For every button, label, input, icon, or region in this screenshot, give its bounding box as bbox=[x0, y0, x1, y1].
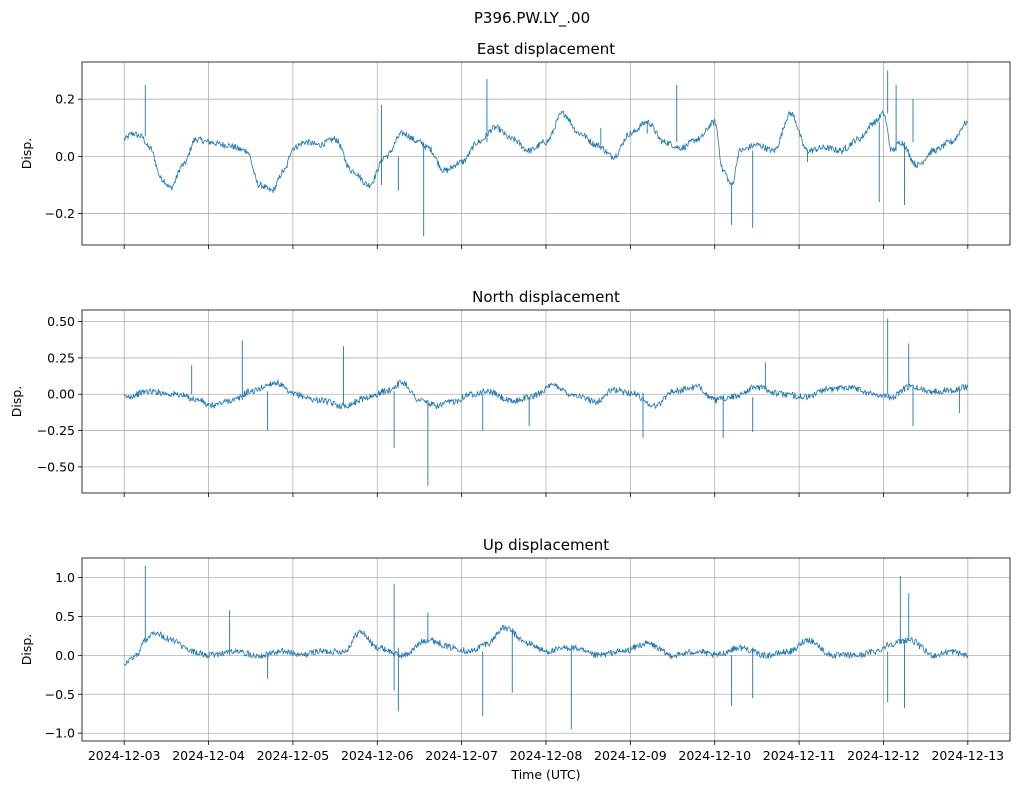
subplot-2: North displacement −0.50 −0.25 0.00 0.25 0.50… bbox=[9, 288, 1011, 497]
y-tick-label: 0.0 bbox=[55, 149, 75, 164]
x-tick-label: 2024-12-12 bbox=[847, 748, 920, 763]
x-tick-label: 2024-12-11 bbox=[763, 748, 836, 763]
x-tick-label: 2024-12-09 bbox=[594, 748, 667, 763]
x-tick-label: 2024-12-06 bbox=[341, 748, 414, 763]
axes-frame bbox=[81, 61, 1011, 246]
y-tick-label: −0.25 bbox=[37, 423, 75, 438]
x-tick-label: 2024-12-10 bbox=[678, 748, 751, 763]
x-tick-label: 2024-12-13 bbox=[931, 748, 1004, 763]
y-tick-label: −1.0 bbox=[45, 726, 75, 741]
axes-frame bbox=[81, 557, 1011, 742]
subplot-title: East displacement bbox=[477, 40, 615, 58]
x-tick-label: 2024-12-08 bbox=[510, 748, 583, 763]
x-tick-label: 2024-12-04 bbox=[172, 748, 245, 763]
y-tick-label: 0.25 bbox=[47, 350, 75, 365]
y-tick-label: 0.50 bbox=[47, 314, 75, 329]
y-tick-label: −0.5 bbox=[45, 687, 75, 702]
y-tick-label: −0.2 bbox=[45, 206, 75, 221]
y-axis-label: Disp. bbox=[19, 138, 34, 170]
y-tick-label: 0.0 bbox=[55, 648, 75, 663]
x-tick-label: 2024-12-03 bbox=[88, 748, 161, 763]
y-axis-label: Disp. bbox=[19, 634, 34, 666]
x-tick-label: 2024-12-07 bbox=[425, 748, 498, 763]
series-line bbox=[123, 624, 969, 666]
x-tick-label: 2024-12-05 bbox=[257, 748, 330, 763]
series-line bbox=[123, 379, 969, 410]
y-tick-label: −0.50 bbox=[37, 459, 75, 474]
subplot-1: East displacement −0.2 0.0 0.2 Disp. bbox=[19, 40, 1011, 249]
axes-frame bbox=[81, 309, 1011, 494]
y-tick-label: 1.0 bbox=[55, 570, 75, 585]
x-axis-label: Time (UTC) bbox=[510, 767, 580, 782]
y-tick-label: 0.00 bbox=[47, 387, 75, 402]
series-line bbox=[123, 110, 968, 194]
y-axis-label: Disp. bbox=[9, 386, 24, 418]
subplot-3: Up displacement −1.0 −0.5 0.0 0.5 1.0 2024-12-… bbox=[19, 536, 1011, 782]
subplot-title: Up displacement bbox=[483, 536, 609, 554]
y-tick-label: 0.2 bbox=[55, 92, 75, 107]
subplot-title: North displacement bbox=[472, 288, 620, 306]
y-tick-label: 0.5 bbox=[55, 609, 75, 624]
figure-title: P396.PW.LY_.00 bbox=[474, 9, 590, 28]
